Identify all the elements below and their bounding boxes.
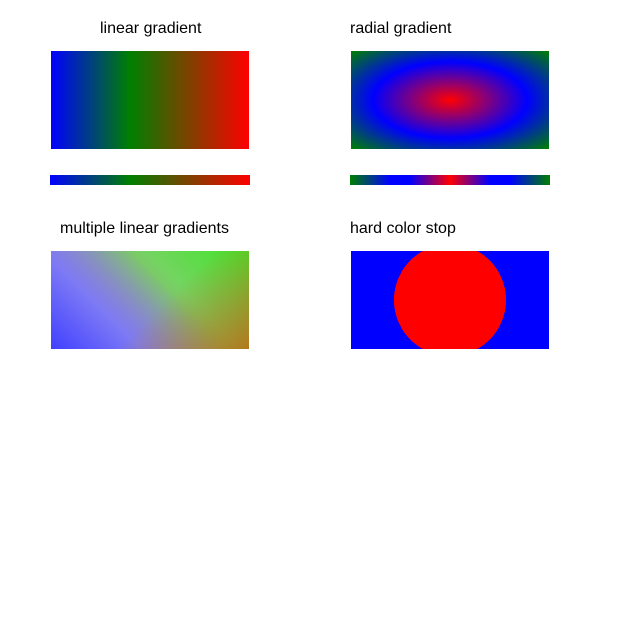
- linear-gradient-title: linear gradient: [100, 19, 201, 39]
- multiple-linear-gradients-title: multiple linear gradients: [60, 219, 229, 239]
- hard-color-stop-swatch: [351, 251, 549, 349]
- radial-gradient-title: radial gradient: [350, 19, 451, 39]
- hard-color-stop-title: hard color stop: [350, 219, 456, 239]
- linear-gradient-strip: [50, 175, 250, 185]
- multiple-linear-gradients-swatch: [51, 251, 249, 349]
- linear-gradient-swatch: [51, 51, 249, 149]
- radial-gradient-strip: [350, 175, 550, 185]
- radial-gradient-swatch: [351, 51, 549, 149]
